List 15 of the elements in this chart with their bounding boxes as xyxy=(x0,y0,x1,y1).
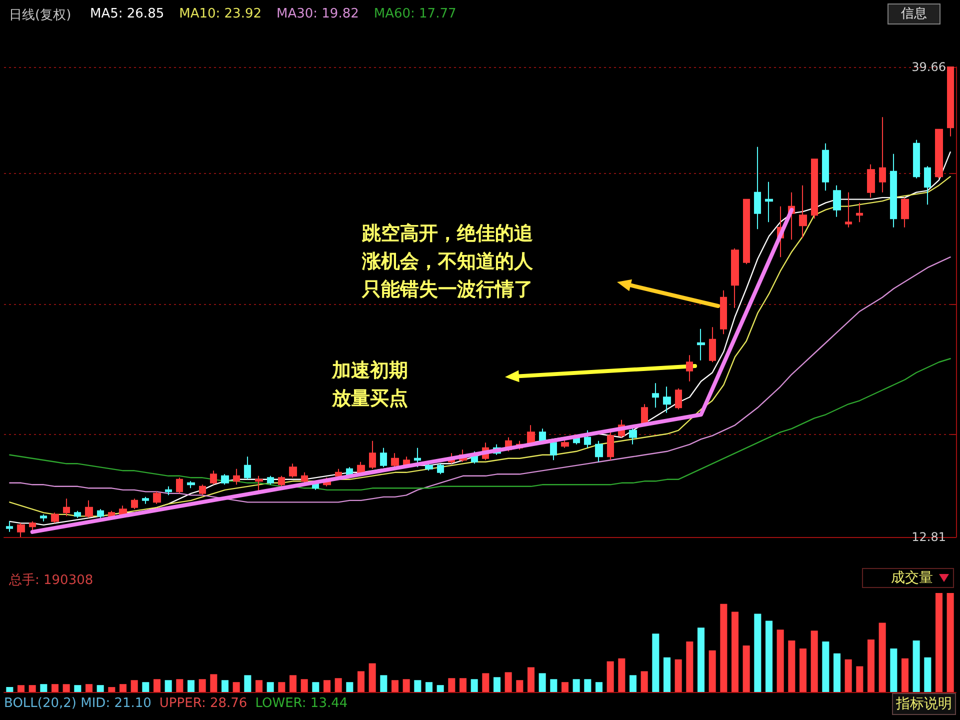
chart-title: 总手: 190308 xyxy=(8,573,94,588)
text: MA30: 19.82 xyxy=(276,6,359,22)
y-tick-label: 39.66 xyxy=(912,60,946,74)
text: UPPER: 28.76 xyxy=(159,696,248,711)
text: MA60: 17.77 xyxy=(374,6,456,22)
text: MA5: 26.85 xyxy=(90,6,164,22)
indicator-help-button: 指标说明 xyxy=(892,693,956,715)
text: 信息 xyxy=(901,6,927,22)
annotation: 跳空高开，绝佳的追涨机会，不知道的人只能错失一波行情了 xyxy=(361,222,534,300)
text: BOLL(20,2) MID: 21.10 xyxy=(4,696,152,711)
indicator-dropdown: 成交量 xyxy=(862,568,954,588)
text: LOWER: 13.44 xyxy=(255,696,348,711)
chart-title: 日线(复权) xyxy=(9,8,72,23)
annotation: 加速初期放量买点 xyxy=(331,360,408,410)
text: MA10: 23.92 xyxy=(179,6,262,22)
